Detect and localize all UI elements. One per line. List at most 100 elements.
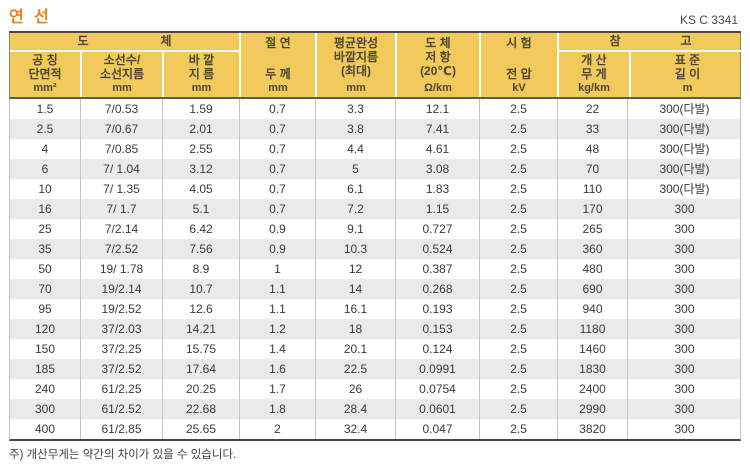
table-row: 400 61/2.85 25.65 2 32.4 0.047 2.5 3820 300 xyxy=(10,419,740,439)
header-label: 개 산 xyxy=(581,53,607,67)
header-label: 저 항 xyxy=(425,50,451,64)
table-row: 35 7/2.52 7.56 0.9 10.3 0.524 2.5 360 300 xyxy=(10,239,740,259)
table-cell: 50 xyxy=(38,262,52,276)
table-cell: 2.5 xyxy=(479,299,557,319)
table-cell: 15.75 xyxy=(162,339,239,359)
table-cell: 95 xyxy=(38,302,52,316)
table-cell: 0.387 xyxy=(395,259,479,279)
table-cell: 0.7 xyxy=(239,119,315,139)
table-cell: 61/2.85 xyxy=(80,419,162,439)
header-nominal-area: 공 칭 단면적 mm² xyxy=(10,52,80,97)
table-cell: 2990 xyxy=(557,399,627,419)
group-title-conductor: 도 체 xyxy=(10,33,239,52)
table-cell: 3.12 xyxy=(162,159,239,179)
header-outer-diameter: 바 깥 지 름 mm xyxy=(162,52,239,97)
table-cell: 1.1 xyxy=(239,299,315,319)
table-cell: 110 xyxy=(557,179,627,199)
table-cell: 1 xyxy=(239,259,315,279)
table-cell: 2.5 xyxy=(479,279,557,299)
table-cell: 0.9 xyxy=(239,239,315,259)
table-cell: 300 xyxy=(627,319,741,339)
table-cell: 300 xyxy=(627,279,741,299)
table-cell: 7/0.53 xyxy=(80,99,162,119)
table-row: 70 19/2.14 10.7 1.1 14 0.268 2.5 690 300 xyxy=(10,279,740,299)
table-cell: 300 xyxy=(627,399,741,419)
table-cell: 2.5 xyxy=(479,239,557,259)
table-cell: 4.61 xyxy=(395,139,479,159)
table-cell: 5.1 xyxy=(162,199,239,219)
table-cell: 300(다발) xyxy=(627,139,741,159)
table-row: 1.5 7/0.53 1.59 0.7 3.3 12.1 2.5 22 300(다발) xyxy=(10,99,740,119)
table-cell: 2.5 xyxy=(479,139,557,159)
table-cell: 25.65 xyxy=(162,419,239,439)
table-cell: 2.5 xyxy=(479,319,557,339)
table-cell: 0.0601 xyxy=(395,399,479,419)
table-cell: 37/2.25 xyxy=(80,339,162,359)
table-cell: 1830 xyxy=(557,359,627,379)
table-cell: 300 xyxy=(627,239,741,259)
header-unit: mm² xyxy=(33,82,57,94)
table-cell: 2.5 xyxy=(479,179,557,199)
table-cell: 2.5 xyxy=(479,339,557,359)
table-header: 도 체 공 칭 단면적 mm² 소선수/ 소선지름 mm 바 깥 지 xyxy=(9,33,744,99)
table-cell: 10 xyxy=(38,182,52,196)
table-cell: 0.153 xyxy=(395,319,479,339)
table-cell: 300 xyxy=(627,339,741,359)
table-cell: 2.01 xyxy=(162,119,239,139)
table-cell: 17.64 xyxy=(162,359,239,379)
table-cell: 70 xyxy=(557,159,627,179)
table-cell: 2.5 xyxy=(479,159,557,179)
table-cell: 690 xyxy=(557,279,627,299)
table-cell: 2.5 xyxy=(479,359,557,379)
header-finished-outer-diameter: 평균완성 바깥지름 (최대) mm xyxy=(315,33,395,97)
table-cell: 7/ 1.35 xyxy=(80,179,162,199)
table-cell: 300 xyxy=(627,299,741,319)
table-cell: 7/2.52 xyxy=(80,239,162,259)
header-label: 평균완성 xyxy=(333,36,379,50)
table-cell: 5 xyxy=(315,159,395,179)
table-row: 2.5 7/0.67 2.01 0.7 3.8 7.41 2.5 33 300(다발) xyxy=(10,119,740,139)
table-cell: 28.4 xyxy=(315,399,395,419)
table-cell: 265 xyxy=(557,219,627,239)
table-cell: 1180 xyxy=(557,319,627,339)
table-row: 95 19/2.52 12.6 1.1 16.1 0.193 2.5 940 300 xyxy=(10,299,740,319)
table-cell: 300 xyxy=(627,379,741,399)
header-conductor-resistance: 도 체 저 항 (20℃) Ω/km xyxy=(395,33,479,97)
table-cell: 18 xyxy=(315,319,395,339)
table-cell: 1.15 xyxy=(395,199,479,219)
table-cell: 240 xyxy=(34,382,56,396)
table-cell: 20.1 xyxy=(315,339,395,359)
table-cell: 10.7 xyxy=(162,279,239,299)
table-cell: 8.9 xyxy=(162,259,239,279)
table-cell: 4 xyxy=(41,142,49,156)
header-label: 절 연 xyxy=(265,36,291,50)
header-label: (최대) xyxy=(340,64,372,78)
table-cell: 2.5 xyxy=(479,379,557,399)
header-label: 지 름 xyxy=(188,67,215,81)
table-cell: 0.7 xyxy=(239,139,315,159)
conductor-subheaders: 공 칭 단면적 mm² 소선수/ 소선지름 mm 바 깥 지 름 mm xyxy=(10,52,239,97)
header-label: 소선지름 xyxy=(99,67,145,81)
header-standard-length: 표 준 길 이 m xyxy=(629,52,744,97)
table-cell: 7/ 1.7 xyxy=(80,199,162,219)
header-test-voltage: 시 험 전 압 kV xyxy=(479,33,557,97)
table-cell: 3.3 xyxy=(315,99,395,119)
table-cell: 1.4 xyxy=(239,339,315,359)
table-cell: 4.4 xyxy=(315,139,395,159)
table-cell: 12 xyxy=(315,259,395,279)
table-cell: 2.5 xyxy=(479,399,557,419)
table-cell: 1.83 xyxy=(395,179,479,199)
table-cell: 19/2.52 xyxy=(80,299,162,319)
standard-code: KS C 3341 xyxy=(679,13,738,27)
table-row: 120 37/2.03 14.21 1.2 18 0.153 2.5 1180 300 xyxy=(10,319,740,339)
table-row: 10 7/ 1.35 4.05 0.7 6.1 1.83 2.5 110 300(다발) xyxy=(10,179,740,199)
table-cell: 1.6 xyxy=(239,359,315,379)
table-cell: 7/0.67 xyxy=(80,119,162,139)
table-cell: 35 xyxy=(38,242,52,256)
page-title: 연 선 xyxy=(9,9,52,26)
table-cell: 1.2 xyxy=(239,319,315,339)
table-cell: 0.7 xyxy=(239,159,315,179)
header-label: 바 깥 xyxy=(188,53,215,67)
table-cell: 170 xyxy=(557,199,627,219)
table-cell: 1.5 xyxy=(36,102,54,116)
